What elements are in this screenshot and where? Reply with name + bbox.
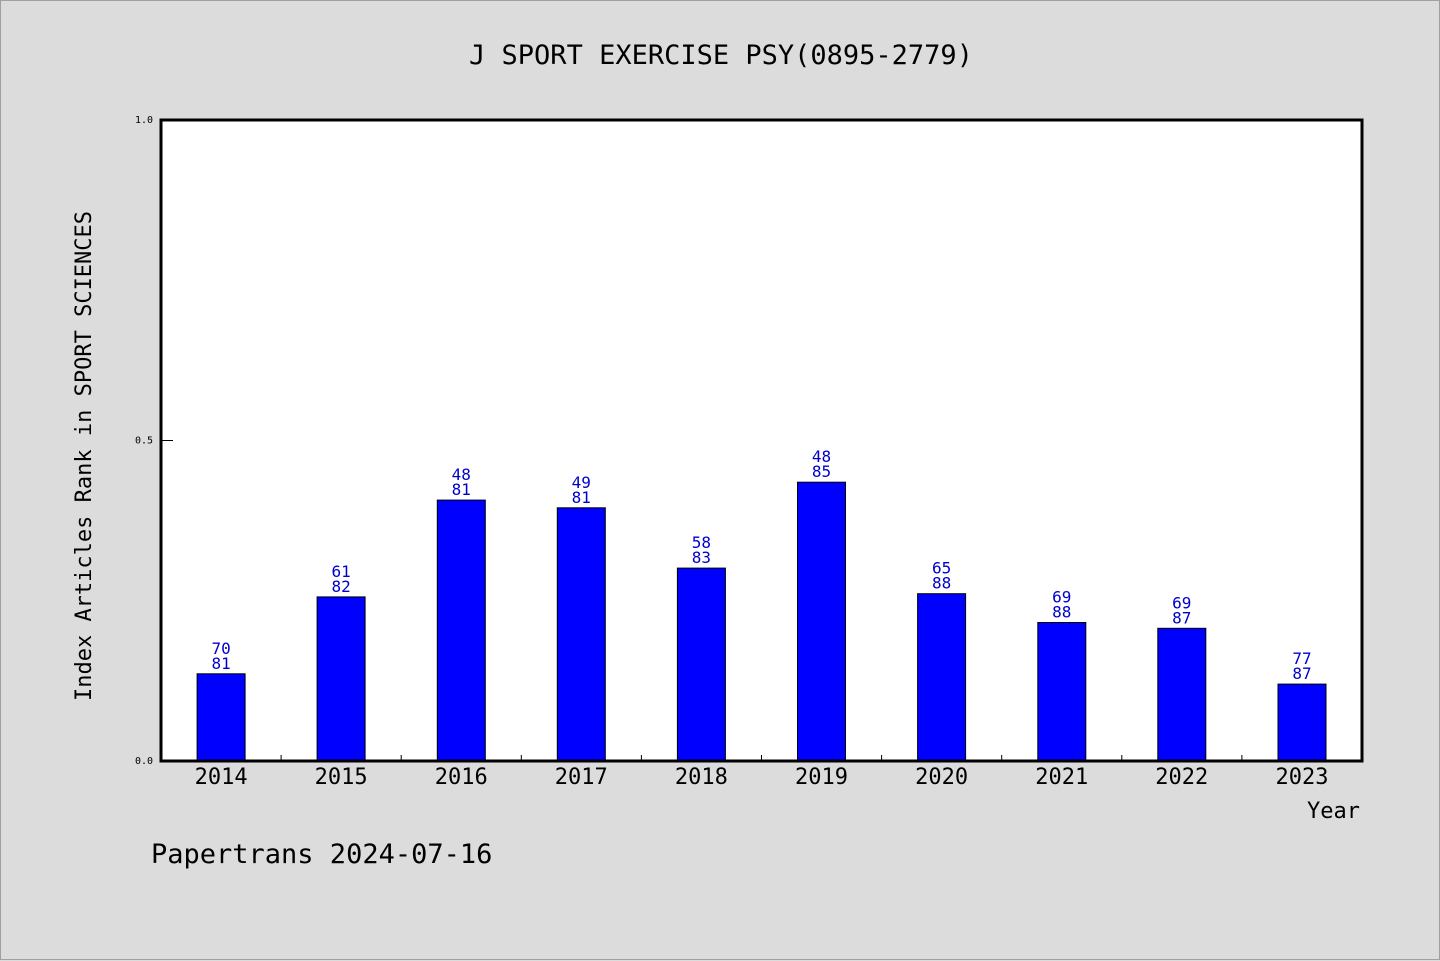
plot-border <box>159 118 1364 763</box>
bar-total-label: 81 <box>572 488 591 507</box>
bar-2021 <box>1037 622 1087 762</box>
bar-total-label: 82 <box>331 577 350 596</box>
bar-rank-label: 65 <box>932 559 951 578</box>
bar-rank-label: 61 <box>331 562 350 581</box>
x-tick-label: 2021 <box>1035 765 1088 790</box>
bar-2017 <box>556 507 606 762</box>
bar-rank-label: 49 <box>572 473 591 492</box>
bar-2023 <box>1277 683 1327 762</box>
x-axis-label: Year <box>1307 799 1360 824</box>
bar-total-label: 85 <box>812 462 831 481</box>
bar-2016 <box>436 499 486 762</box>
x-tick-label: 2019 <box>795 765 848 790</box>
bar-2018 <box>676 567 726 762</box>
chart-title: J SPORT EXERCISE PSY(0895-2779) <box>469 40 973 71</box>
bar-rank-label: 69 <box>1052 588 1071 607</box>
bar-rank-label: 58 <box>692 533 711 552</box>
bar-rank-label: 69 <box>1172 593 1191 612</box>
bar-total-label: 87 <box>1172 608 1191 627</box>
bar-rank-label: 70 <box>211 639 230 658</box>
x-ticks-group: 2014 2015 2016 2017 2018 2019 2020 2021 2022 2023 <box>195 755 1329 790</box>
bar-rank-label: 48 <box>452 465 471 484</box>
bars-group <box>196 481 1327 762</box>
x-tick-label: 2023 <box>1276 765 1329 790</box>
bar-total-label: 81 <box>452 480 471 499</box>
bar-total-label: 88 <box>932 574 951 593</box>
footer-credit: Papertrans 2024-07-16 <box>151 839 492 870</box>
y-axis-label: Index Articles Rank in SPORT SCIENCES <box>72 211 97 701</box>
y-tick-label: 0.5 <box>135 436 153 447</box>
bar-2015 <box>316 596 366 762</box>
bar-rank-label: 77 <box>1292 649 1311 668</box>
y-tick-label: 0.0 <box>135 756 153 767</box>
bar-2019 <box>797 481 846 762</box>
bar-total-label: 83 <box>692 548 711 567</box>
x-tick-label: 2016 <box>435 765 488 790</box>
x-tick-label: 2020 <box>915 765 968 790</box>
bar-total-label: 87 <box>1292 664 1311 683</box>
bar-2020 <box>917 593 967 762</box>
x-tick-label: 2018 <box>675 765 728 790</box>
bar-total-label: 88 <box>1052 603 1071 622</box>
x-tick-label: 2017 <box>555 765 608 790</box>
x-tick-label: 2015 <box>315 765 368 790</box>
x-tick-label: 2022 <box>1155 765 1208 790</box>
y-tick-label: 1.0 <box>135 115 153 126</box>
bar-total-label: 81 <box>211 654 230 673</box>
bar-rank-label: 48 <box>812 447 831 466</box>
bar-2014 <box>196 673 246 762</box>
x-tick-label: 2014 <box>195 765 248 790</box>
bar-2022 <box>1157 627 1207 762</box>
